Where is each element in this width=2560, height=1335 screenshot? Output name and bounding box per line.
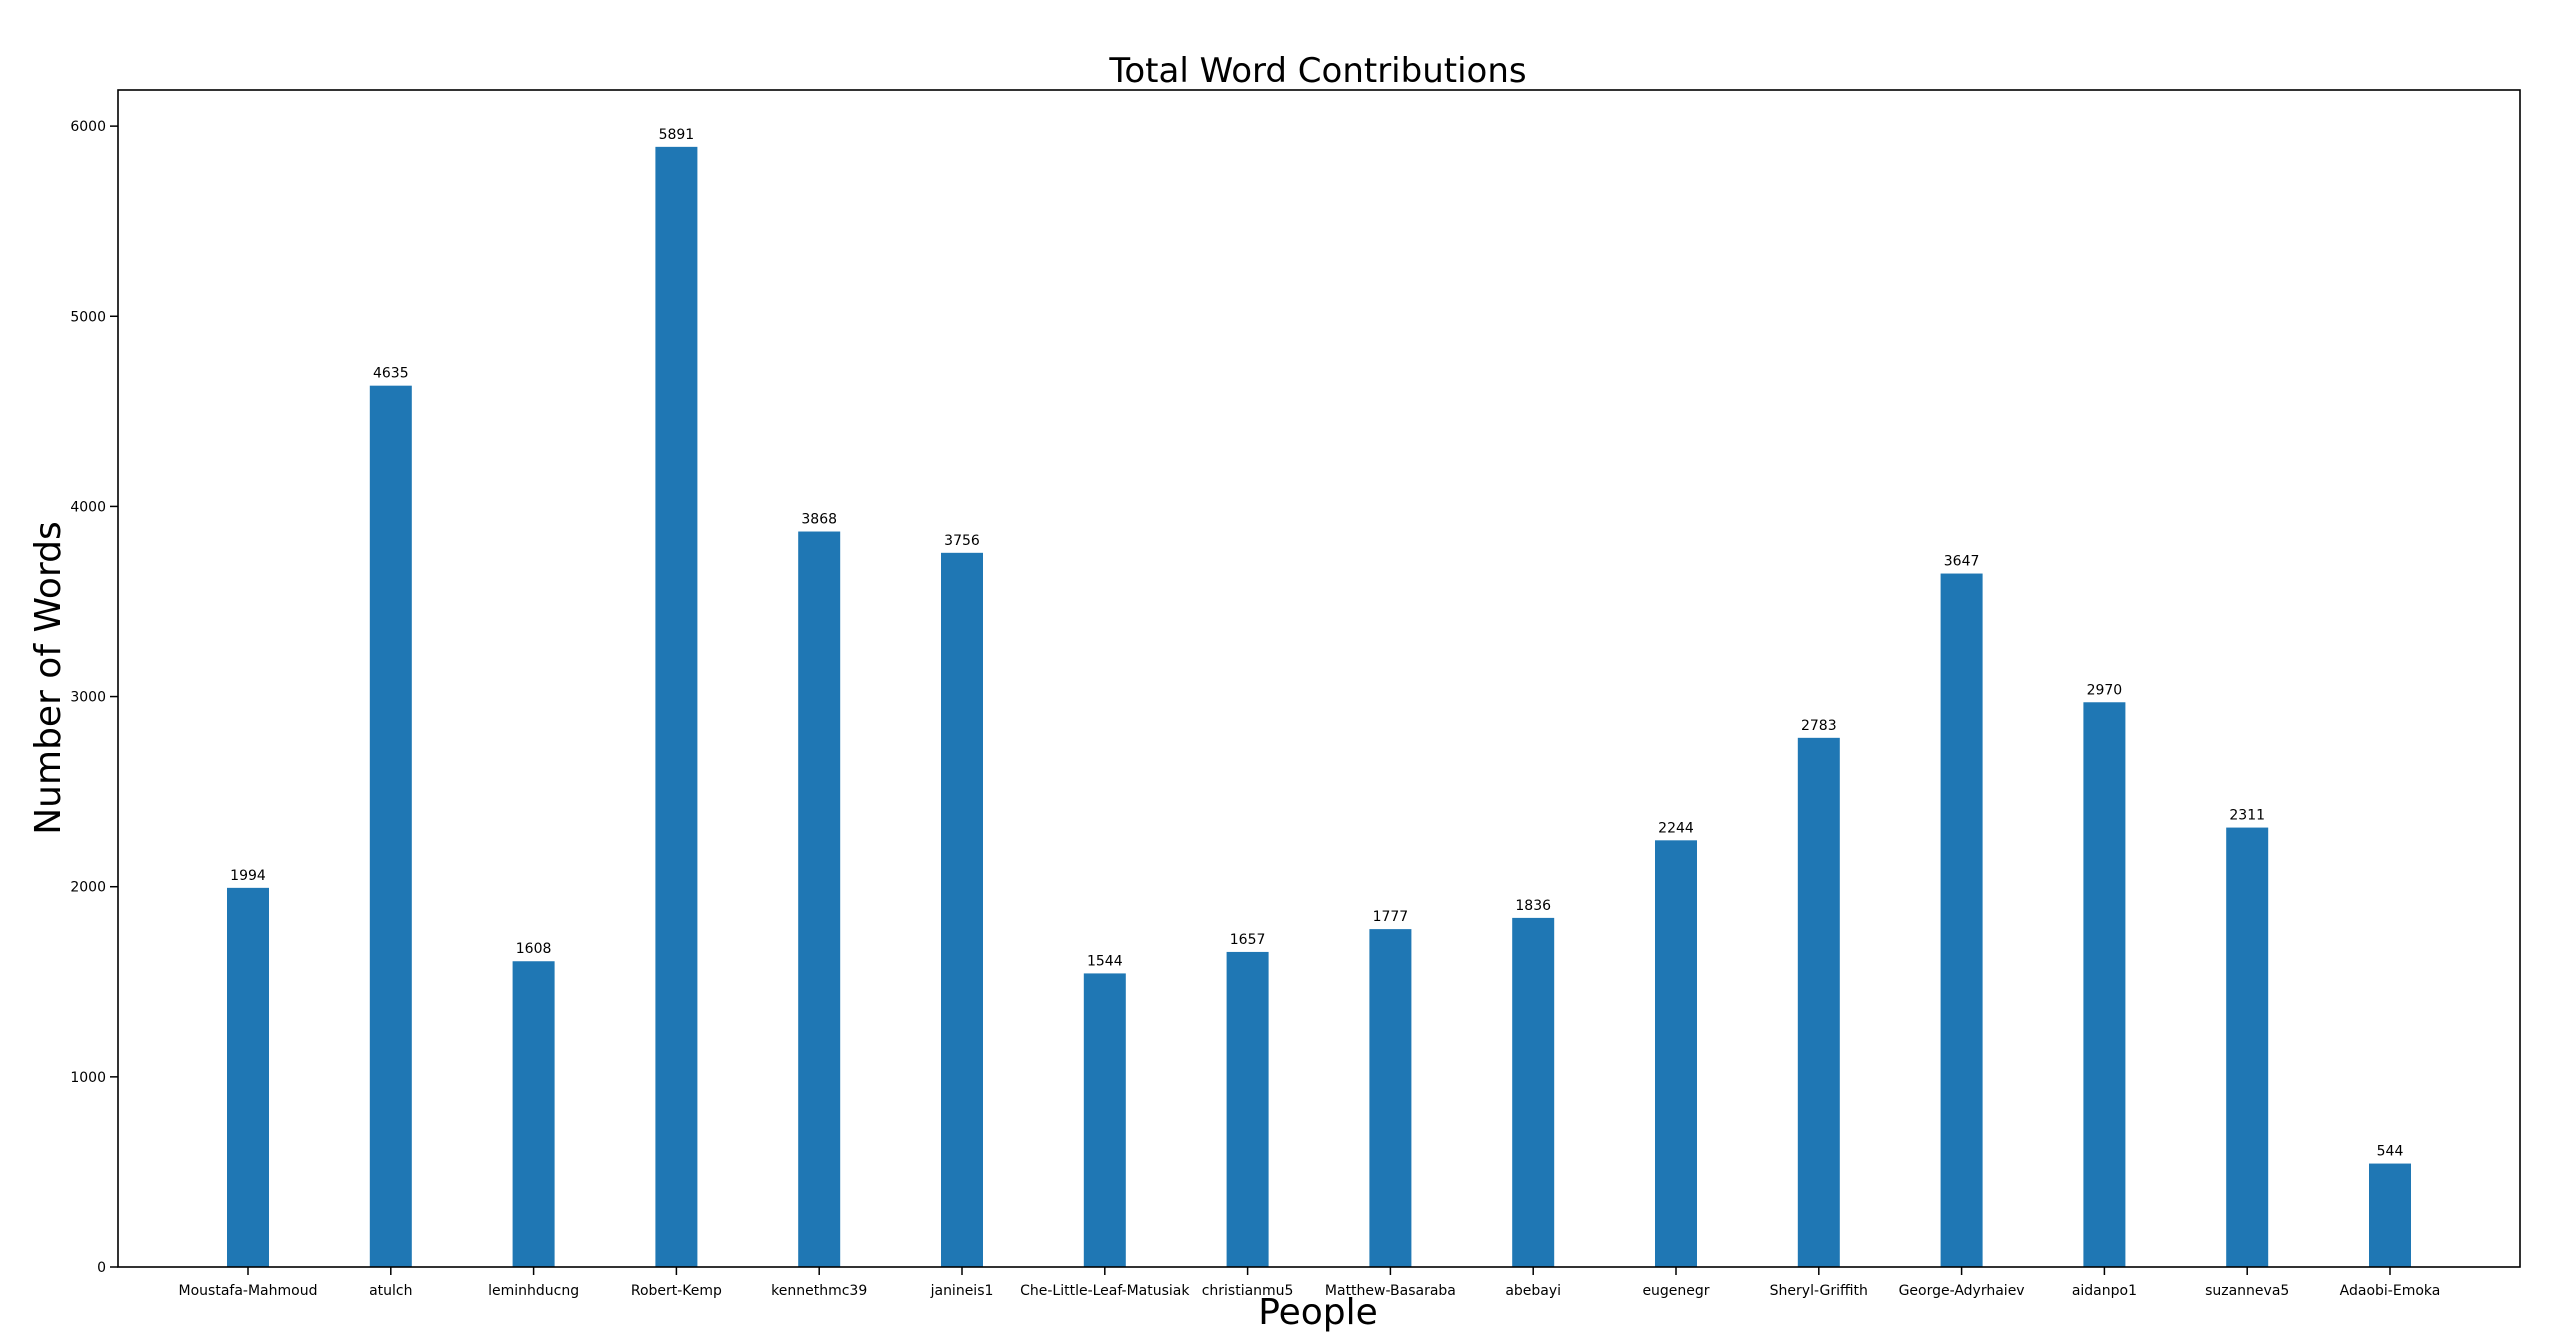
data-label: 1657 bbox=[1230, 932, 1266, 948]
bar-aidanpo1 bbox=[2083, 702, 2126, 1267]
x-tick-label: Che-Little-Leaf-Matusiak bbox=[1020, 1283, 1190, 1299]
data-label: 2244 bbox=[1658, 820, 1694, 836]
x-tick-label: Matthew-Basaraba bbox=[1325, 1283, 1456, 1299]
y-tick-label: 5000 bbox=[70, 309, 106, 325]
y-tick-label: 1000 bbox=[70, 1070, 106, 1086]
data-label: 2311 bbox=[2229, 808, 2265, 824]
data-label: 2783 bbox=[1801, 718, 1837, 734]
x-tick-label: janineis1 bbox=[930, 1283, 994, 1299]
bar-sheryl-griffith bbox=[1797, 737, 1840, 1267]
x-tick-label: suzanneva5 bbox=[2205, 1283, 2289, 1299]
x-tick-label: Robert-Kemp bbox=[631, 1283, 722, 1299]
y-tick-label: 3000 bbox=[70, 690, 106, 706]
bar-christianmu5 bbox=[1226, 951, 1269, 1267]
bar-che-little-leaf-matusiak bbox=[1083, 973, 1126, 1267]
plot-frame bbox=[117, 89, 2521, 1268]
bar-abebayi bbox=[1512, 917, 1555, 1267]
x-tick-label: eugenegr bbox=[1642, 1283, 1709, 1299]
y-tick-label: 2000 bbox=[70, 880, 106, 896]
bar-leminhducng bbox=[512, 961, 555, 1267]
bar-matthew-basaraba bbox=[1369, 929, 1412, 1267]
data-label: 5891 bbox=[659, 127, 695, 143]
data-label: 1994 bbox=[230, 868, 266, 884]
data-label: 1836 bbox=[1515, 898, 1551, 914]
x-axis-label: People bbox=[1258, 1292, 1378, 1333]
bar-atulch bbox=[369, 385, 412, 1267]
y-tick-label: 0 bbox=[97, 1260, 106, 1276]
data-label: 1608 bbox=[516, 941, 552, 957]
y-tick-label: 4000 bbox=[70, 499, 106, 515]
data-label: 4635 bbox=[373, 366, 409, 382]
data-label: 2970 bbox=[2087, 682, 2123, 698]
x-tick-label: christianmu5 bbox=[1202, 1283, 1294, 1299]
data-label: 1544 bbox=[1087, 953, 1123, 969]
x-tick-label: Sheryl-Griffith bbox=[1770, 1283, 1868, 1299]
plot-layer: 0 1000 2000 3000 4000 5000 6000 1994 Moustafa-Ma… bbox=[70, 119, 2440, 1299]
bar-robert-kemp bbox=[655, 146, 698, 1267]
x-tick-label: George-Adyrhaiev bbox=[1899, 1283, 2025, 1299]
data-label: 3756 bbox=[944, 533, 980, 549]
data-label: 1777 bbox=[1373, 909, 1409, 925]
bar-eugenegr bbox=[1655, 840, 1697, 1267]
x-tick-label: atulch bbox=[369, 1283, 412, 1299]
bar-kennethmc39 bbox=[798, 531, 841, 1267]
x-tick-label: Moustafa-Mahmoud bbox=[179, 1283, 318, 1299]
data-label: 3868 bbox=[801, 512, 837, 528]
bar-adaobi-emoka bbox=[2369, 1163, 2411, 1267]
bar-george-adyrhaiev bbox=[1940, 573, 1983, 1267]
data-label: 3647 bbox=[1944, 554, 1980, 570]
x-tick-label: Adaobi-Emoka bbox=[2340, 1283, 2441, 1299]
x-tick-label: kennethmc39 bbox=[771, 1283, 867, 1299]
x-tick-label: leminhducng bbox=[488, 1283, 579, 1299]
data-label: 544 bbox=[2377, 1144, 2404, 1160]
x-tick-label: aidanpo1 bbox=[2072, 1283, 2137, 1299]
bar-janineis1 bbox=[941, 552, 983, 1267]
y-tick-label: 6000 bbox=[70, 119, 106, 135]
y-axis-label: Number of Words bbox=[28, 521, 69, 835]
bar-moustafa-mahmoud bbox=[227, 887, 269, 1267]
bar-suzanneva5 bbox=[2226, 827, 2269, 1267]
chart-title: Total Word Contributions bbox=[1108, 51, 1526, 91]
x-tick-label: abebayi bbox=[1505, 1283, 1561, 1299]
